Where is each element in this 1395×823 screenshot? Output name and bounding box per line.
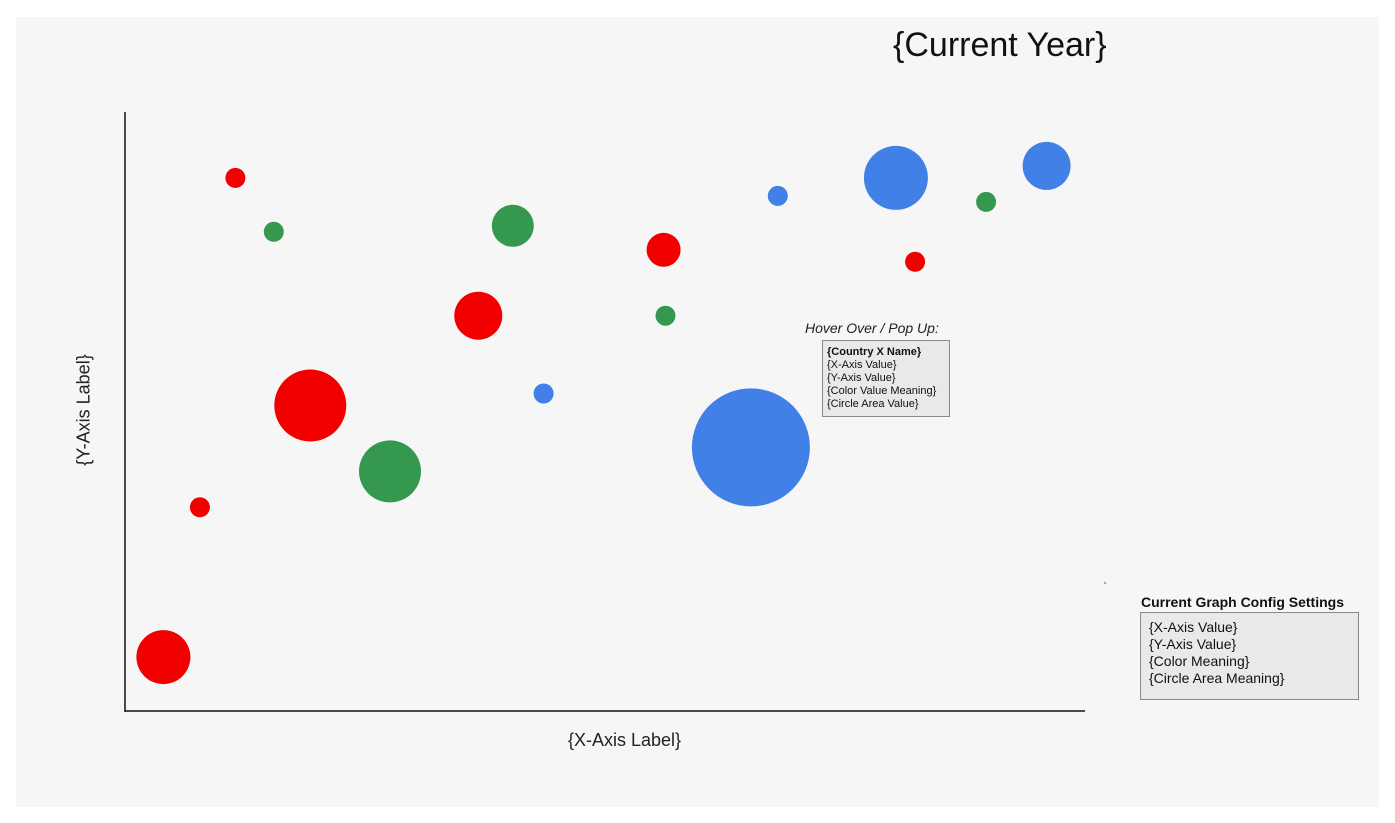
x-axis-label: {X-Axis Label} — [568, 730, 682, 750]
bubble-17[interactable] — [1022, 141, 1071, 190]
config-circle-area-meaning: {Circle Area Meaning} — [1149, 670, 1285, 686]
bubble-10[interactable] — [646, 232, 681, 267]
hover-popup-caption: Hover Over / Pop Up: — [805, 320, 939, 336]
bubble-2[interactable] — [189, 497, 210, 518]
bubble-4[interactable] — [263, 221, 284, 242]
config-color-meaning: {Color Meaning} — [1149, 653, 1250, 669]
bubble-layer — [136, 141, 1071, 685]
bubble-12[interactable] — [691, 388, 810, 507]
stray-mark: ` — [1103, 580, 1107, 594]
bubble-3[interactable] — [225, 167, 246, 188]
hover-popup-circle-area: {Circle Area Value} — [827, 398, 919, 410]
bubble-13[interactable] — [767, 185, 788, 206]
bubble-11[interactable] — [655, 305, 676, 326]
hover-popup: {Country X Name} {X-Axis Value} {Y-Axis … — [822, 340, 950, 417]
hover-popup-y-value: {Y-Axis Value} — [827, 372, 896, 384]
bubble-14[interactable] — [863, 145, 928, 210]
config-panel[interactable]: {X-Axis Value} {Y-Axis Value} {Color Mea… — [1140, 612, 1359, 700]
bubble-7[interactable] — [454, 291, 503, 340]
config-panel-title: Current Graph Config Settings — [1141, 594, 1344, 610]
config-y-axis-value: {Y-Axis Value} — [1149, 636, 1237, 652]
bubble-9[interactable] — [533, 383, 554, 404]
y-axis-label: {Y-Axis Label} — [73, 354, 94, 466]
hover-popup-x-value: {X-Axis Value} — [827, 359, 897, 371]
bubble-5[interactable] — [274, 369, 347, 442]
bubble-15[interactable] — [905, 251, 926, 272]
config-x-axis-value: {X-Axis Value} — [1149, 619, 1238, 635]
bubble-1[interactable] — [136, 630, 191, 685]
bubble-16[interactable] — [976, 191, 997, 212]
bubble-6[interactable] — [359, 440, 421, 503]
bubble-8[interactable] — [491, 204, 534, 247]
hover-popup-country-name: {Country X Name} — [827, 346, 922, 358]
chart-title: {Current Year} — [893, 26, 1107, 64]
hover-popup-color-meaning: {Color Value Meaning} — [827, 385, 937, 397]
